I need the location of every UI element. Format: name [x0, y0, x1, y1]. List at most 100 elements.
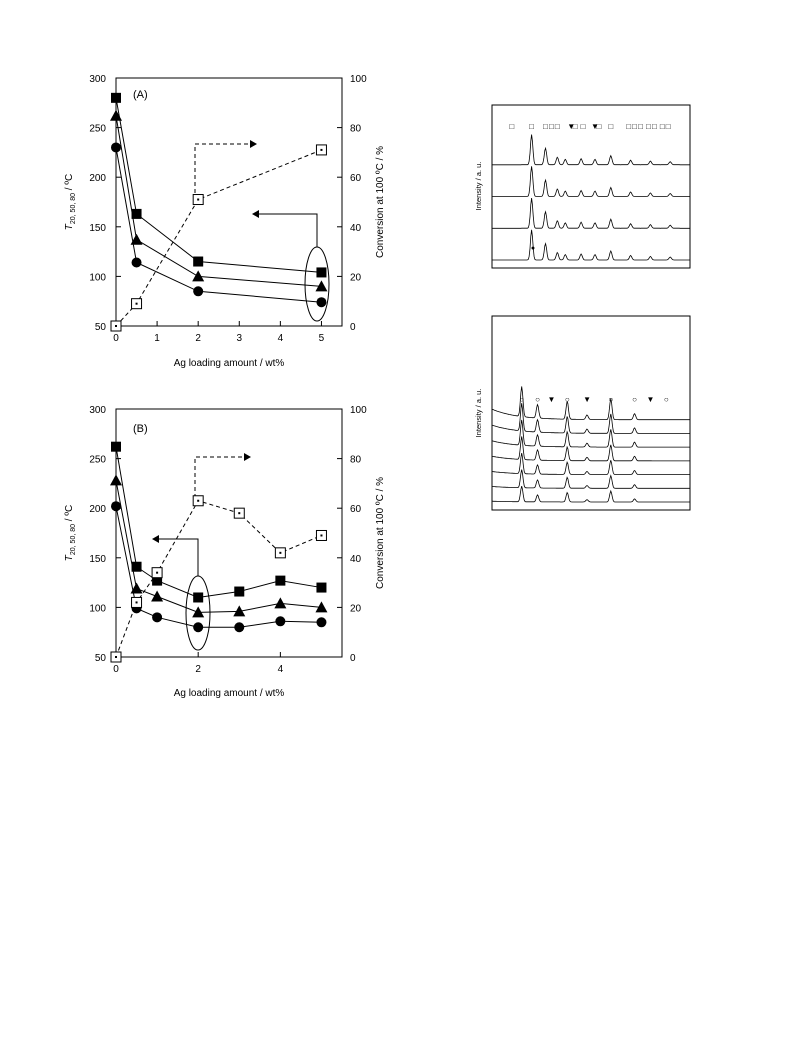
panel-b-chart: (B) Ag loading amount / wt% T20, 50, 80 … [64, 405, 386, 699]
panel-a-triangle-point [315, 280, 328, 292]
panel-a-left-tick-label: 200 [89, 173, 106, 184]
panel-b-square-series-line [115, 446, 322, 598]
panel-a-triangle-point [130, 233, 143, 245]
panel-a-open-square-series-line [115, 149, 322, 327]
panel-a-right-tick-label: 40 [350, 223, 362, 234]
xrd-top-phase-marker: □ [626, 122, 631, 131]
panel-a-triangle-point [110, 109, 122, 121]
panel-b-left-axis-arrow [158, 538, 199, 576]
panel-b-square-point [234, 586, 245, 597]
panel-b-right-axis-arrow [194, 456, 244, 498]
panel-b-circle-point [111, 501, 121, 512]
panel-b-left-axis-label-unit: / ºC [64, 505, 75, 524]
panel-b-left-axis-label-sub: 20, 50, 80 [70, 524, 77, 555]
xrd-bottom-frame [491, 315, 691, 511]
panel-b-x-axis-label: Ag loading amount / wt% [174, 688, 285, 699]
xrd-top-trace [492, 166, 690, 197]
xrd-top-phase-marker: ▼ [591, 122, 599, 131]
panel-b-open-square-dot [279, 551, 282, 554]
panel-b-triangle-point [192, 606, 205, 618]
panel-b-right-tick-label: 40 [350, 554, 362, 565]
xrd-top-phase-marker: □ [666, 122, 671, 131]
panel-a-circle-point [193, 286, 204, 297]
panel-a-open-square-dot [135, 302, 138, 305]
panel-a-left-tick-label: 100 [89, 272, 106, 283]
xrd-bottom-phase-marker: ○ [664, 395, 669, 404]
panel-b-open-square-dot [238, 512, 241, 515]
xrd-top-trace [492, 198, 690, 229]
panel-b-label: (B) [133, 423, 148, 435]
xrd-bottom-phase-marker: ▼ [583, 395, 591, 404]
xrd-top-phase-marker: □ [543, 122, 548, 131]
xrd-bottom-y-axis-label: Intensity / a. u. [474, 389, 483, 438]
panel-b-circle-point [234, 622, 245, 633]
panel-a-label: (A) [133, 89, 148, 101]
panel-a-left-tick-label: 250 [89, 124, 106, 135]
xrd-top-dot-marker: ● [531, 245, 535, 252]
panel-a-x-tick-label: 4 [278, 333, 284, 344]
panel-b-triangle-point [130, 582, 143, 594]
panel-a-left-tick-label: 50 [95, 322, 107, 333]
panel-a-left-axis-arrow [258, 213, 318, 247]
panel-b-right-tick-label: 60 [350, 504, 362, 515]
xrd-top-phase-marker: □ [596, 122, 601, 131]
panel-a-open-square-dot [320, 148, 323, 151]
panel-b-left-tick-label: 300 [89, 405, 106, 416]
xrd-panel-top: Intensity / a. u. □ □ □ □ □ ▼□ □ ▼□ □ □ □ □ □ □ □ □ ● [474, 104, 691, 269]
panel-b-x-tick-label: 2 [195, 664, 201, 675]
panel-b-left-axis-label-main: T [64, 554, 75, 561]
panel-b-circle-point [152, 612, 163, 623]
xrd-bottom-marks: ○ ○ ▼ ○ ▼ ○ ○ ▼ ○ [491, 386, 690, 503]
panel-a-left-tick-label: 150 [89, 223, 106, 234]
panel-a-left-axis-label-sub: 20, 50, 80 [70, 193, 77, 224]
panel-b-x-tick-label: 0 [113, 664, 119, 675]
panel-a-marks [110, 92, 328, 332]
panel-a-square-point [131, 208, 142, 219]
panel-b-plot-frame [115, 408, 343, 658]
panel-b-left-tick-label: 250 [89, 455, 106, 466]
xrd-bottom-trace [492, 486, 690, 503]
xrd-bottom-phase-marker: ○ [632, 395, 637, 404]
panel-a-plot-frame [115, 77, 343, 327]
panel-b-open-square-dot [320, 534, 323, 537]
panel-b-left-axis-label: T20, 50, 80 / ºC [64, 505, 77, 561]
panel-a-square-point [193, 256, 204, 267]
xrd-top-trace [492, 134, 690, 166]
panel-a-left-axis-label-unit: / ºC [64, 174, 75, 193]
xrd-top-phase-marker: □ [652, 122, 657, 131]
xrd-bottom-trace [491, 403, 690, 434]
xrd-top-phase-marker: □ [646, 122, 651, 131]
xrd-bottom-trace [491, 419, 690, 448]
panel-b-right-tick-label: 80 [350, 455, 362, 466]
panel-b-triangle-point [315, 601, 328, 613]
panel-b-open-square-dot [197, 499, 200, 502]
panel-a-x-tick-label: 3 [236, 333, 242, 344]
panel-b-right-axis-arrowhead [244, 453, 251, 461]
xrd-top-phase-marker: □ [632, 122, 637, 131]
xrd-top-phase-marker: □ [509, 122, 514, 131]
panel-a-right-tick-label: 100 [350, 74, 367, 85]
panel-a-right-axis-arrowhead [250, 140, 257, 148]
panel-a-right-tick-label: 60 [350, 173, 362, 184]
panel-b-circle-point [316, 617, 327, 628]
panel-b-open-square-series-line [115, 500, 322, 658]
panel-b-x-tick-label: 4 [278, 664, 284, 675]
panel-a-circle-point [316, 297, 327, 308]
panel-a-square-series-line [115, 97, 322, 273]
panel-b-circle-point [275, 616, 286, 627]
panel-a-ticks: 0 1 2 3 4 5 50 100 150 200 250 300 0 20 40 60 80 100 [89, 74, 367, 344]
panel-b-circle-point [193, 622, 204, 633]
panel-b-triangle-point [110, 474, 122, 486]
xrd-top-phase-marker: □ [555, 122, 560, 131]
panel-a-open-square-dot [197, 198, 200, 201]
xrd-bottom-phase-marker: ○ [535, 395, 540, 404]
panel-b-right-tick-label: 0 [350, 653, 356, 664]
xrd-bottom-phase-marker: ○ [608, 395, 613, 404]
xrd-top-marks: □ □ □ □ □ ▼□ □ ▼□ □ □ □ □ □ □ □ □ [492, 122, 690, 261]
panel-a-triangle-point [192, 270, 205, 282]
panel-a-right-axis-arrow [194, 143, 250, 193]
panel-b-right-tick-label: 100 [350, 405, 367, 416]
xrd-bottom-phase-marker: ▼ [646, 395, 654, 404]
xrd-top-y-axis-label: Intensity / a. u. [474, 162, 483, 211]
panel-a-triangle-series-line [115, 115, 322, 287]
